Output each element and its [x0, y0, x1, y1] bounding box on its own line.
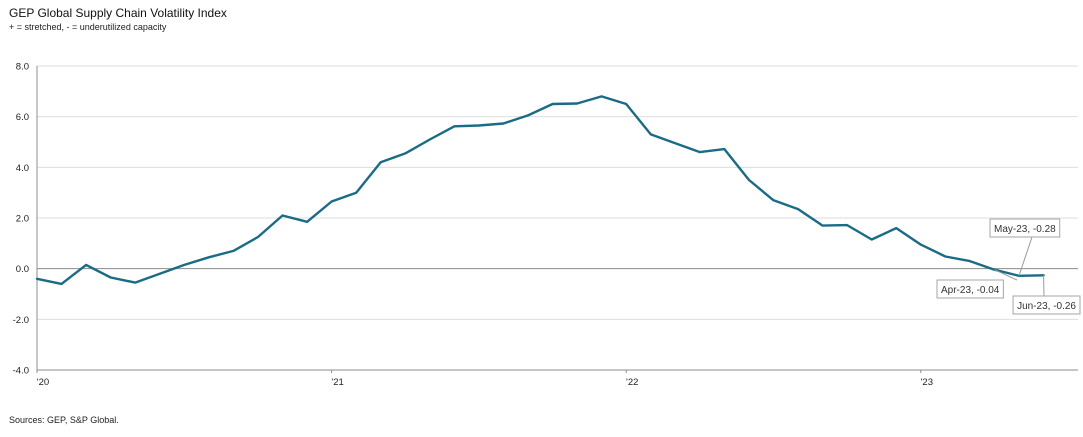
chart-title: GEP Global Supply Chain Volatility Index	[9, 6, 227, 20]
x-tick-label: '22	[626, 377, 638, 388]
chart-subtitle: + = stretched, - = underutilized capacit…	[9, 22, 167, 32]
y-tick-label: 8.0	[16, 62, 29, 73]
series-group	[35, 95, 1045, 286]
y-tick-label: 4.0	[16, 163, 29, 174]
y-tick-label: 0.0	[16, 264, 29, 275]
callout: May-23, -0.28	[989, 218, 1061, 276]
series-line	[35, 95, 1045, 286]
y-axis: -4.0 -2.0 0.0 2.0 4.0 6.0 8.0	[13, 62, 38, 377]
annotations: May-23, -0.28 Apr-23, -0.04 Jun-23, -0.26	[936, 218, 1081, 315]
callout-label: May-23, -0.28	[994, 224, 1056, 235]
callout-label: Jun-23, -0.26	[1017, 301, 1076, 312]
source-note: Sources: GEP, S&P Global.	[9, 415, 119, 425]
callout: Jun-23, -0.26	[1012, 275, 1081, 315]
x-tick-label: '20	[37, 377, 49, 388]
callout-box	[1012, 295, 1081, 315]
callout-box	[989, 218, 1061, 238]
callout-label: Apr-23, -0.04	[941, 285, 1000, 296]
y-tick-label: -2.0	[13, 315, 29, 326]
callout-box	[936, 279, 1004, 299]
grid-lines	[37, 65, 1078, 371]
y-tick-label: -4.0	[13, 366, 29, 377]
y-tick-label: 6.0	[16, 112, 29, 123]
x-tick-label: '21	[331, 377, 343, 388]
x-axis: '20 '21 '22 '23	[36, 369, 1078, 388]
callout-leader	[1018, 236, 1033, 276]
x-tick-label: '23	[921, 377, 933, 388]
callout: Apr-23, -0.04	[936, 269, 1018, 299]
y-tick-label: 2.0	[16, 214, 29, 225]
callout-leader	[994, 269, 1018, 281]
